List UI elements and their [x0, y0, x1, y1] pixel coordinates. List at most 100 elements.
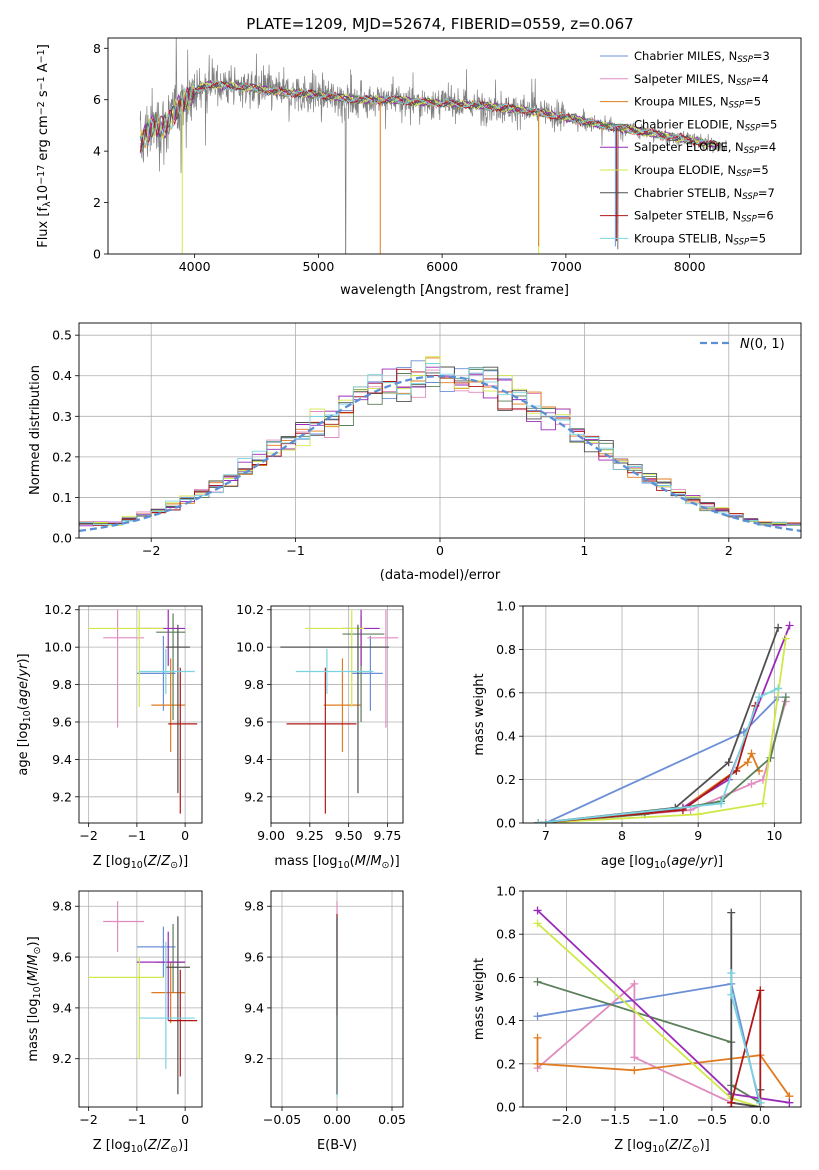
label-part: log	[16, 722, 31, 742]
x-tick-label: 0.00	[323, 1112, 351, 1127]
label-part: −1	[36, 76, 47, 90]
y-tick-label: 6	[93, 92, 101, 107]
label-part: erg cm	[36, 115, 51, 164]
x-tick-label: −2.0	[551, 1112, 581, 1127]
label-part: M	[26, 970, 41, 981]
x-tick-label: 0	[436, 543, 444, 558]
y-tick-label: 10.2	[44, 602, 72, 617]
x-axis-label: age [log10(age/yr)]	[601, 854, 723, 871]
label-part: log	[111, 1138, 131, 1153]
y-axis-label: mass weight	[472, 958, 487, 1040]
y-tick-label: 0	[93, 247, 101, 262]
label-part: /	[16, 676, 31, 681]
label-part: 10	[36, 185, 51, 202]
label-part: /	[366, 854, 371, 869]
label-part: ⊙	[382, 860, 390, 871]
label-part: Z	[147, 854, 158, 869]
weight-marker-8	[755, 693, 764, 702]
label-part: (	[143, 854, 148, 869]
legend-label-tail: =5	[744, 95, 761, 109]
legend-label-3: Chabrier ELODIE, NSSP=5	[634, 117, 777, 133]
legend-label-0: Chabrier MILES, NSSP=3	[634, 49, 770, 65]
x-tick-label: 9.00	[257, 828, 285, 843]
label-part: s	[36, 90, 51, 101]
weight-marker-5	[781, 634, 790, 643]
label-part: )]	[700, 1138, 710, 1153]
legend-label-sub: SSP	[736, 78, 752, 88]
panel-mass-weight-vs-Z: −2.0 −1.5 −1.0 −0.5 0.0 0.0 0.2 0.4 0.6 0.8 1.0 Z […	[472, 884, 802, 1155]
weight-marker-4	[785, 1098, 794, 1107]
weight-marker-8	[756, 1098, 765, 1107]
label-part: mass [	[274, 854, 317, 869]
weight-marker-6	[727, 908, 736, 917]
x-tick-label: 8	[618, 828, 626, 843]
weight-line-3	[537, 980, 761, 1104]
weight-marker-3	[766, 753, 775, 762]
legend-label-sub: SSP	[734, 238, 750, 248]
legend-label-7: Salpeter STELIB, NSSP=6	[634, 209, 774, 225]
y-tick-label: 2	[93, 195, 101, 210]
legend-label-gaussian: N(0, 1)	[740, 337, 785, 352]
weight-marker-2	[533, 1033, 542, 1042]
y-tick-label: 0.8	[496, 927, 516, 942]
label-part: A	[36, 63, 51, 76]
weight-line-5	[538, 638, 787, 823]
x-tick-label: 6000	[426, 259, 458, 274]
histogram-step-8	[79, 363, 801, 526]
x-tick-label: 2	[725, 543, 733, 558]
x-tick-label: −0.05	[263, 1112, 301, 1127]
legend-label-part: N	[740, 337, 750, 352]
x-tick-label: 8000	[674, 259, 706, 274]
x-tick-label: −1.5	[600, 1112, 630, 1127]
x-axis-label: wavelength [Angstrom, rest frame]	[340, 283, 569, 298]
label-part: ⊙	[170, 1144, 178, 1155]
label-part: 10	[652, 1144, 664, 1155]
weight-line-6	[538, 627, 780, 823]
y-axis-label: mass weight	[472, 673, 487, 755]
label-part: Flux [f	[36, 207, 51, 248]
y-tick-label: 4	[93, 144, 101, 159]
label-part: /	[696, 854, 701, 869]
label-part: (	[666, 854, 671, 869]
y-tick-label: 0.5	[52, 328, 72, 343]
weight-marker-8	[534, 819, 543, 823]
y-axis-label: Normed distribution	[28, 365, 43, 495]
plot-area	[88, 901, 198, 1095]
y-tick-label: 9.2	[52, 1051, 72, 1066]
label-part: log	[634, 854, 654, 869]
weight-line-0	[537, 982, 762, 1107]
x-tick-label: 9.75	[374, 828, 402, 843]
y-tick-label: 9.2	[244, 1051, 264, 1066]
x-tick-label: −1	[128, 1112, 146, 1127]
label-part: )]	[713, 854, 723, 869]
legend-label-5: Kroupa ELODIE, NSSP=5	[634, 163, 769, 179]
y-tick-label: 1.0	[496, 599, 516, 614]
legend-label-tail: =5	[749, 231, 766, 245]
legend-label-text: Chabrier STELIB, N	[634, 186, 742, 200]
legend-label-sub: SSP	[744, 146, 760, 156]
legend-label-text: Salpeter STELIB, N	[634, 209, 741, 223]
label-part: mass [	[26, 1018, 41, 1061]
label-part: M	[355, 854, 366, 869]
legend-label-tail: =4	[759, 140, 776, 154]
label-part: /	[26, 965, 41, 970]
weight-marker-0	[533, 1012, 542, 1021]
label-part: log	[26, 998, 41, 1018]
weight-line-1	[536, 981, 761, 1107]
label-part: Z	[160, 854, 171, 869]
weight-line-8	[538, 687, 779, 823]
axes-frame	[78, 605, 203, 824]
legend-label-text: Salpeter MILES, N	[634, 72, 736, 86]
plot-area	[139, 38, 728, 254]
x-axis-label: E(B-V)	[317, 1138, 357, 1153]
plot-area	[533, 906, 794, 1107]
label-part: E(B-V)	[317, 1138, 357, 1153]
legend-label-text: Salpeter ELODIE, N	[634, 140, 744, 154]
x-tick-label: −2	[79, 1112, 97, 1127]
legend-label-tail: =5	[760, 117, 777, 131]
spectrum-model-line-5	[139, 80, 721, 148]
